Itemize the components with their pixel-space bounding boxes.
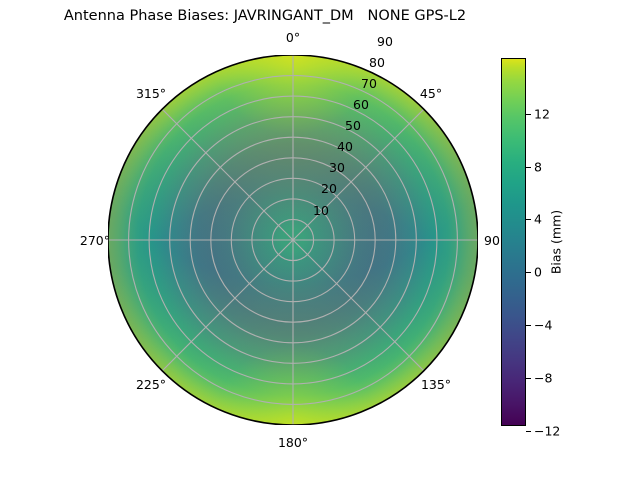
- theta-tick-label-90: 90: [484, 233, 500, 248]
- r-tick-label-90: 90: [377, 34, 393, 49]
- colorbar-tick-neg8-mark: [526, 378, 531, 380]
- theta-tick-label-0: 0°: [285, 30, 301, 45]
- colorbar-tick-neg8: −8: [534, 370, 553, 386]
- colorbar[interactable]: 12 8 4 0 −4 −8 −12: [501, 58, 560, 439]
- theta-tick-label-180: 180°: [277, 435, 309, 450]
- colorbar-tick-4: 4: [534, 211, 542, 227]
- r-tick-label-70: 70: [361, 76, 377, 91]
- polar-axes: 10 20 30 40 50 60 70 80 90: [108, 34, 478, 425]
- polar-plot-canvas: [108, 55, 478, 425]
- r-tick-label-30: 30: [329, 160, 345, 175]
- colorbar-tick-12: 12: [534, 106, 550, 122]
- r-tick-label-40: 40: [337, 139, 353, 154]
- theta-tick-label-135: 135°: [420, 377, 452, 392]
- colorbar-axis-label: Bias (mm): [548, 209, 564, 275]
- angular-gridlines: [108, 55, 478, 425]
- colorbar-tick-8: 8: [534, 159, 542, 174]
- r-tick-label-50: 50: [345, 118, 361, 133]
- colorbar-tick-neg12: −12: [534, 423, 561, 439]
- r-tick-label-10: 10: [313, 203, 329, 218]
- theta-tick-label-315: 315°: [135, 86, 167, 101]
- colorbar-gradient: [501, 58, 526, 426]
- page-title: Antenna Phase Biases: JAVRINGANT_DM NONE…: [63, 8, 467, 24]
- r-tick-label-20: 20: [321, 181, 337, 196]
- r-tick-label-60: 60: [353, 97, 369, 112]
- colorbar-tick-8-mark: [526, 166, 531, 168]
- theta-tick-label-225: 225°: [135, 377, 167, 392]
- colorbar-tick-neg12-mark: [526, 431, 531, 432]
- theta-tick-label-45: 45°: [419, 86, 443, 101]
- theta-tick-label-270: 270°: [79, 233, 110, 248]
- colorbar-tick-neg4-mark: [526, 325, 531, 327]
- colorbar-tick-0-mark: [526, 272, 531, 274]
- colorbar-tick-neg4: −4: [534, 317, 553, 333]
- r-tick-label-80: 80: [369, 55, 385, 70]
- colorbar-tick-4-mark: [526, 219, 531, 221]
- colorbar-tick-0: 0: [534, 264, 542, 280]
- colorbar-tick-12-mark: [526, 113, 531, 115]
